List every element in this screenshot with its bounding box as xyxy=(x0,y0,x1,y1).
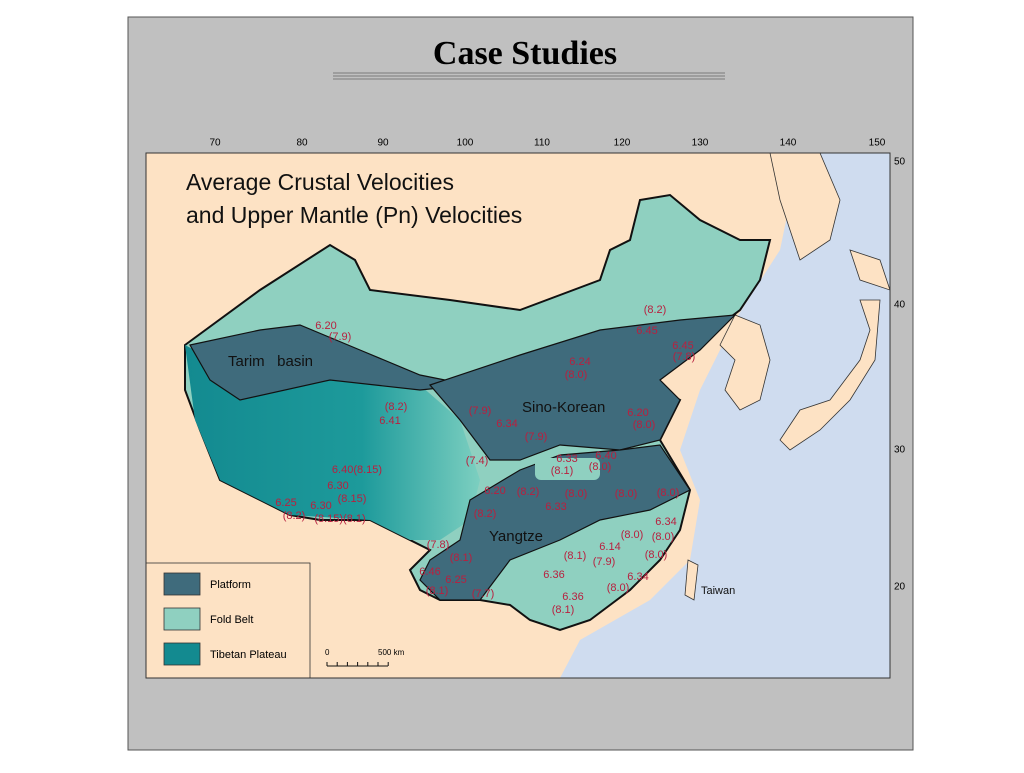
velocity-label: (7.9) xyxy=(329,331,352,343)
region-label: Taiwan xyxy=(701,585,735,597)
velocity-label: (8.0) xyxy=(607,582,630,594)
velocity-label: (8.2) xyxy=(644,304,667,316)
velocity-label: (8.0) xyxy=(633,419,656,431)
velocity-label: (8.1) xyxy=(552,604,575,616)
velocity-label: (8.0) xyxy=(657,487,680,499)
scale-label: 0 xyxy=(325,648,330,657)
latitude-label: 50 xyxy=(894,157,906,168)
title-rule xyxy=(333,72,725,80)
longitude-label: 120 xyxy=(614,138,631,149)
velocity-label: (7.9) xyxy=(469,405,492,417)
velocity-label: 6.45 xyxy=(636,325,657,337)
fold-patch xyxy=(535,458,600,480)
velocity-label: 6.25 xyxy=(275,497,296,509)
velocity-label: (8.1) xyxy=(564,550,587,562)
longitude-label: 130 xyxy=(692,138,709,149)
velocity-label: 6.30 xyxy=(310,500,331,512)
velocity-label: 6.30 xyxy=(327,480,348,492)
longitude-label: 90 xyxy=(377,138,389,149)
legend-label: Platform xyxy=(210,579,251,591)
korea xyxy=(719,314,771,411)
velocity-label: (8.2) xyxy=(385,401,408,413)
longitude-label: 140 xyxy=(780,138,797,149)
velocity-label: 6.40 xyxy=(595,450,616,462)
region-label: Sino-Korean xyxy=(522,399,605,416)
velocity-label: 6.41 xyxy=(379,415,400,427)
velocity-label: 6.46 xyxy=(419,566,440,578)
velocity-label: (8.0) xyxy=(589,461,612,473)
velocity-label: (8.2) xyxy=(474,508,497,520)
taiwan-island xyxy=(684,559,699,601)
velocity-label: (8.0) xyxy=(615,488,638,500)
velocity-label: 6.36 xyxy=(543,569,564,581)
velocity-label: 6.34 xyxy=(496,418,517,430)
russia-coast xyxy=(769,153,841,261)
map-title: Average Crustal Velocities xyxy=(186,169,454,195)
longitude-label: 80 xyxy=(296,138,308,149)
sea xyxy=(560,153,890,678)
slide-title: Case Studies xyxy=(433,35,617,72)
velocity-label: (7.7) xyxy=(472,588,495,600)
velocity-label: 6.33 xyxy=(556,453,577,465)
longitude-label: 100 xyxy=(457,138,474,149)
velocity-label: 6.34 xyxy=(627,571,648,583)
velocity-labels: 6.20(7.9)(8.2)6.456.45(7.8)6.24(8.0)(8.2… xyxy=(275,304,695,616)
velocity-label: (8.0) xyxy=(565,369,588,381)
region-label: Tarim basin xyxy=(228,353,313,370)
longitude-label: 150 xyxy=(869,138,886,149)
velocity-label: 6.14 xyxy=(599,541,620,553)
legend-label: Tibetan Plateau xyxy=(210,649,287,661)
velocity-label: (8.1) xyxy=(450,552,473,564)
velocity-label: (7.9) xyxy=(593,556,616,568)
velocity-label: 6.25 xyxy=(445,574,466,586)
velocity-label: (7.8) xyxy=(427,539,450,551)
velocity-label: (8.15) xyxy=(338,493,367,505)
legend-swatch xyxy=(163,572,201,596)
velocity-label: (8.0) xyxy=(645,549,668,561)
hokkaido xyxy=(849,249,890,291)
velocity-label: (7.9) xyxy=(525,431,548,443)
velocity-label: (8.2) xyxy=(283,510,306,522)
japan xyxy=(779,299,881,451)
longitude-label: 110 xyxy=(534,138,550,149)
velocity-label: 6.20 xyxy=(315,320,336,332)
velocity-label: (8.15)(8.1) xyxy=(314,513,365,525)
velocity-label: 6.45 xyxy=(672,340,693,352)
longitude-label: 70 xyxy=(209,138,221,149)
velocity-label: 6.33 xyxy=(545,501,566,513)
region-label: Yangtze xyxy=(489,528,543,545)
velocity-label: 6.36 xyxy=(562,591,583,603)
velocity-label: 6.20 xyxy=(627,407,648,419)
velocity-label: (8.0) xyxy=(565,488,588,500)
platforms xyxy=(189,314,737,601)
map-title: and Upper Mantle (Pn) Velocities xyxy=(186,202,522,228)
legend-swatch xyxy=(163,607,201,631)
latitude-label: 40 xyxy=(894,300,906,311)
map-border xyxy=(145,152,891,679)
velocity-label: 6.40(8.15) xyxy=(332,464,382,476)
map: 6.20(7.9)(8.2)6.456.45(7.8)6.24(8.0)(8.2… xyxy=(146,153,890,678)
latitude-label: 30 xyxy=(894,445,906,456)
velocity-label: (8.2) xyxy=(517,486,540,498)
velocity-label: (8.1) xyxy=(551,465,574,477)
scale-label: 500 km xyxy=(378,648,405,657)
velocity-label: (7.4) xyxy=(466,455,489,467)
velocity-label: (7.8) xyxy=(673,351,696,363)
legend-swatch xyxy=(163,642,201,666)
legend-label: Fold Belt xyxy=(210,614,253,626)
velocity-label: (8.0) xyxy=(652,531,675,543)
velocity-label: 6.20 xyxy=(484,485,505,497)
velocity-label: 6.24 xyxy=(569,356,590,368)
velocity-label: 6.34 xyxy=(655,516,676,528)
map-labels: Average Crustal Velocities and Upper Mant… xyxy=(163,138,906,667)
velocity-label: (8.1) xyxy=(426,585,449,597)
velocity-label: (8.0) xyxy=(621,529,644,541)
latitude-label: 20 xyxy=(894,582,906,593)
